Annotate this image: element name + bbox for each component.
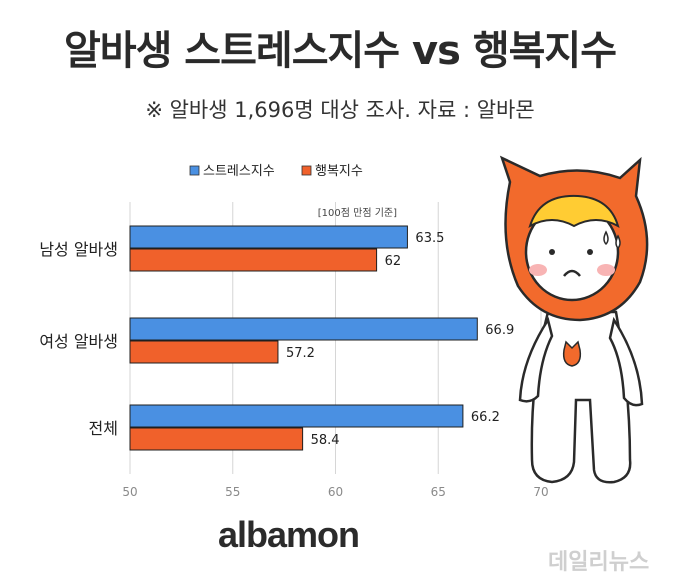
data-label: 57.2 [286, 346, 315, 361]
category-label: 남성 알바생 [39, 240, 118, 259]
legend-label: 스트레스지수 [203, 164, 275, 179]
tick-labels: 50 55 60 65 70 [122, 485, 548, 499]
x-tick-label: 50 [122, 485, 137, 499]
data-label: 58.4 [311, 433, 340, 448]
bar-happiness [129, 427, 304, 451]
bar-happiness [129, 340, 279, 364]
category-label: 전체 [89, 419, 118, 438]
watermark: 데일리뉴스 [548, 550, 650, 575]
legend-swatch [301, 165, 312, 176]
chart-legend: 스트레스지수 행복지수 [189, 163, 363, 179]
albamon-logo: albamon [218, 514, 360, 555]
bars-layer: 63.5 62 66.9 57.2 66.2 58.4 [129, 225, 514, 451]
page-title: 알바생 스트레스지수 vs 행복지수 [63, 28, 617, 74]
x-tick-label: 55 [225, 485, 240, 499]
subtitle: ※ 알바생 1,696명 대상 조사. 자료 : 알바몬 [145, 98, 535, 122]
x-tick-label: 65 [431, 485, 446, 499]
data-label: 62 [385, 254, 402, 269]
x-tick-label: 70 [533, 485, 548, 499]
scale-note: [100점 만점 기준] [318, 207, 397, 219]
legend-swatch [189, 165, 200, 176]
mascot-character-icon [499, 155, 649, 484]
data-label: 66.2 [471, 410, 500, 425]
category-label: 여성 알바생 [39, 332, 118, 351]
bar-stress [129, 225, 408, 249]
legend-label: 행복지수 [315, 163, 363, 179]
bar-stress [129, 404, 464, 428]
data-label: 66.9 [485, 323, 514, 338]
data-label: 63.5 [415, 231, 444, 246]
bar-happiness [129, 248, 378, 272]
x-tick-label: 60 [328, 485, 343, 499]
bar-stress [129, 317, 478, 341]
